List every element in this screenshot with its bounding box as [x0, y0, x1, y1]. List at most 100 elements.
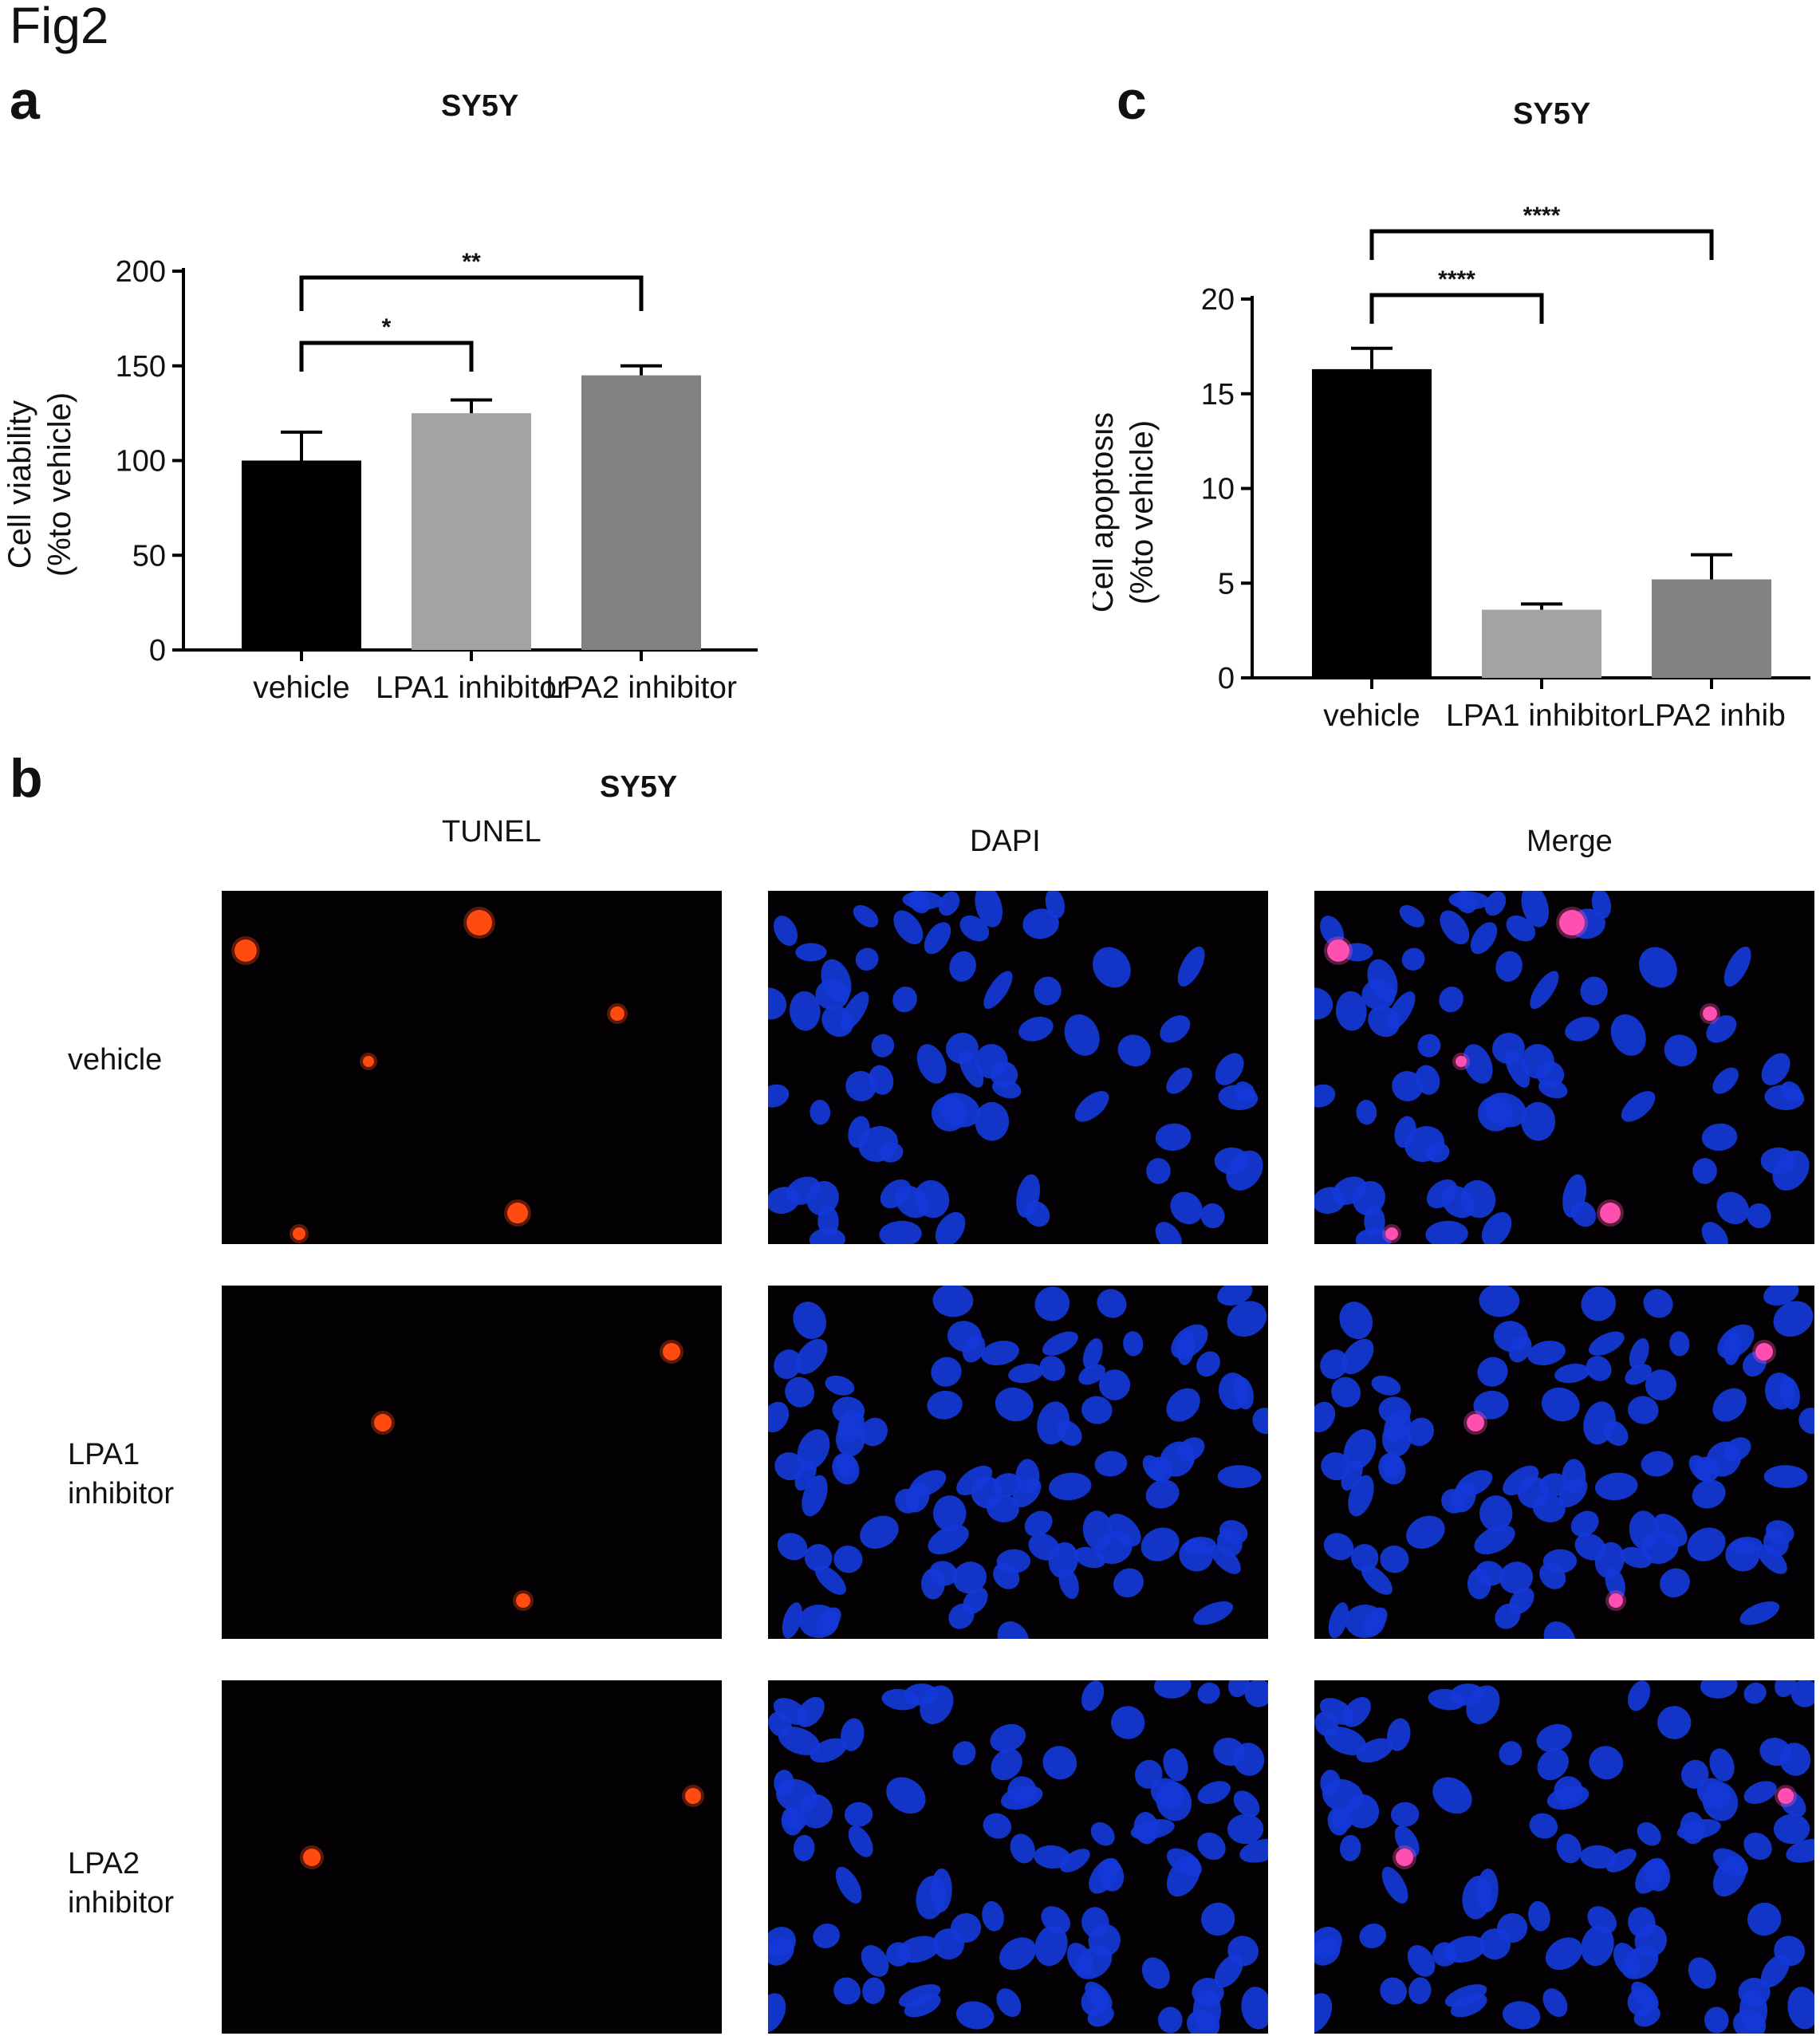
dapi-nucleus [1747, 1203, 1771, 1229]
image-background [222, 1680, 722, 2034]
dapi-nucleus [949, 951, 976, 982]
dapi-nucleus [892, 986, 917, 1013]
dapi-nucleus [1328, 1602, 1349, 1639]
dapi-nucleus [1747, 1902, 1782, 1936]
micrograph-dapi-lpa2-inhibitor [768, 1680, 1268, 2034]
dapi-nucleus [860, 1515, 899, 1549]
dapi-nucleus [880, 1179, 912, 1209]
significance-bracket-2 [1369, 229, 1714, 260]
dapi-nucleus [1570, 1510, 1599, 1537]
dapi-nucleus [861, 1945, 889, 1977]
dapi-nucleus [1610, 1014, 1646, 1056]
dapi-nucleus [1394, 1116, 1416, 1148]
dapi-nucleus [932, 1495, 967, 1532]
dapi-nucleus [1233, 1790, 1260, 1817]
dapi-nucleus [1537, 1748, 1569, 1781]
dapi-nucleus [1399, 904, 1425, 927]
tunel-positive-cell [293, 1227, 305, 1240]
panel-a-title: SY5Y [441, 89, 519, 123]
dapi-nucleus [810, 1100, 831, 1125]
image-background [222, 891, 722, 1244]
dapi-nucleus [1016, 1174, 1041, 1218]
dapi-nucleus [809, 1227, 846, 1244]
dapi-nucleus [1098, 1369, 1131, 1400]
image-content [1314, 891, 1810, 1244]
dapi-nucleus [1217, 1286, 1253, 1306]
dapi-nucleus [1345, 1605, 1385, 1638]
dapi-nucleus [991, 1748, 1022, 1781]
dapi-nucleus [1314, 1711, 1338, 1737]
dapi-nucleus [1213, 1737, 1245, 1766]
dapi-nucleus [845, 1071, 877, 1101]
dapi-nucleus [1406, 1515, 1445, 1549]
dapi-nucleus [983, 1813, 1012, 1839]
dapi-nucleus [1350, 1544, 1379, 1572]
dapi-nucleus [1562, 1174, 1587, 1218]
dapi-nucleus [1064, 1014, 1100, 1056]
dapi-nucleus [1218, 1372, 1249, 1410]
image-background [222, 1286, 722, 1639]
dapi-nucleus [898, 1984, 941, 2007]
dapi-nucleus [793, 1834, 815, 1861]
dapi-nucleus [1323, 1533, 1354, 1561]
chart-c-cell-apoptosis: 0 5 10 15 20 vehicle LPA1 inhibitor LPA2 inhib C… [1093, 203, 1810, 733]
dapi-nucleus [1081, 1396, 1113, 1424]
dapi-nucleus [1227, 1813, 1264, 1845]
dapi-nucleus [1390, 1802, 1420, 1827]
dapi-nucleus [825, 1375, 855, 1396]
dapi-nucleus [1197, 1682, 1220, 1704]
dapi-nucleus [1339, 1834, 1361, 1861]
dapi-nucleus [1081, 1907, 1109, 1939]
dapi-nucleus [1432, 1777, 1472, 1814]
dapi-nucleus [848, 1116, 870, 1148]
dapi-nucleus [1704, 2006, 1729, 2034]
y-tick-label: 10 [1201, 473, 1235, 506]
dapi-nucleus [1700, 1680, 1738, 1699]
dapi-nucleus [835, 1866, 862, 1904]
dapi-nucleus [1074, 1546, 1106, 1569]
dapi-nucleus [1314, 987, 1333, 1020]
dapi-nucleus [1594, 1472, 1638, 1501]
dapi-nucleus [1319, 916, 1345, 947]
y-axis-label: Cell apoptosis [1093, 412, 1120, 612]
dapi-nucleus [806, 1180, 839, 1216]
dapi-nucleus [1730, 1537, 1763, 1555]
dapi-nucleus [1558, 1477, 1588, 1508]
dapi-nucleus [1456, 1470, 1493, 1498]
bar-2 [1482, 609, 1601, 678]
tunel-positive-cell [663, 1343, 680, 1361]
dapi-nucleus [1034, 1286, 1070, 1321]
dapi-nucleus [1692, 1158, 1717, 1184]
tunel-positive-cell [1559, 910, 1585, 935]
dapi-nucleus [1790, 1680, 1814, 1707]
dapi-nucleus [1450, 1684, 1484, 1706]
dapi-nucleus [773, 916, 798, 947]
dapi-nucleus [1093, 947, 1131, 988]
dapi-nucleus [774, 1770, 794, 1796]
micrograph-merge-lpa1-inhibitor [1314, 1286, 1814, 1639]
dapi-nucleus [1521, 891, 1549, 927]
dapi-nucleus [853, 904, 879, 927]
dapi-nucleus [1773, 1813, 1810, 1845]
dapi-nucleus [1392, 1071, 1424, 1101]
dapi-nucleus [1157, 2006, 1183, 2034]
dapi-nucleus [768, 1937, 794, 1966]
dapi-nucleus [1066, 1943, 1094, 1977]
dapi-nucleus [1530, 971, 1559, 1010]
dapi-nucleus [1197, 1781, 1231, 1804]
dapi-nucleus [1495, 951, 1523, 982]
dapi-nucleus [1712, 1388, 1747, 1422]
dapi-nucleus [1339, 1302, 1373, 1340]
tunel-positive-cell [1600, 1203, 1621, 1223]
dapi-nucleus [1565, 1016, 1600, 1042]
x-tick-label: vehicle [1323, 699, 1420, 733]
image-content [1314, 1680, 1814, 2034]
dapi-nucleus [1539, 1562, 1566, 1589]
y-tick-label: 200 [116, 255, 166, 289]
image-content [768, 1680, 1268, 2034]
dapi-nucleus [1341, 1338, 1374, 1375]
dapi-nucleus [1542, 1988, 1568, 2018]
dapi-nucleus [1200, 1203, 1225, 1229]
dapi-nucleus [996, 1988, 1022, 2018]
dapi-nucleus [1529, 1813, 1558, 1839]
